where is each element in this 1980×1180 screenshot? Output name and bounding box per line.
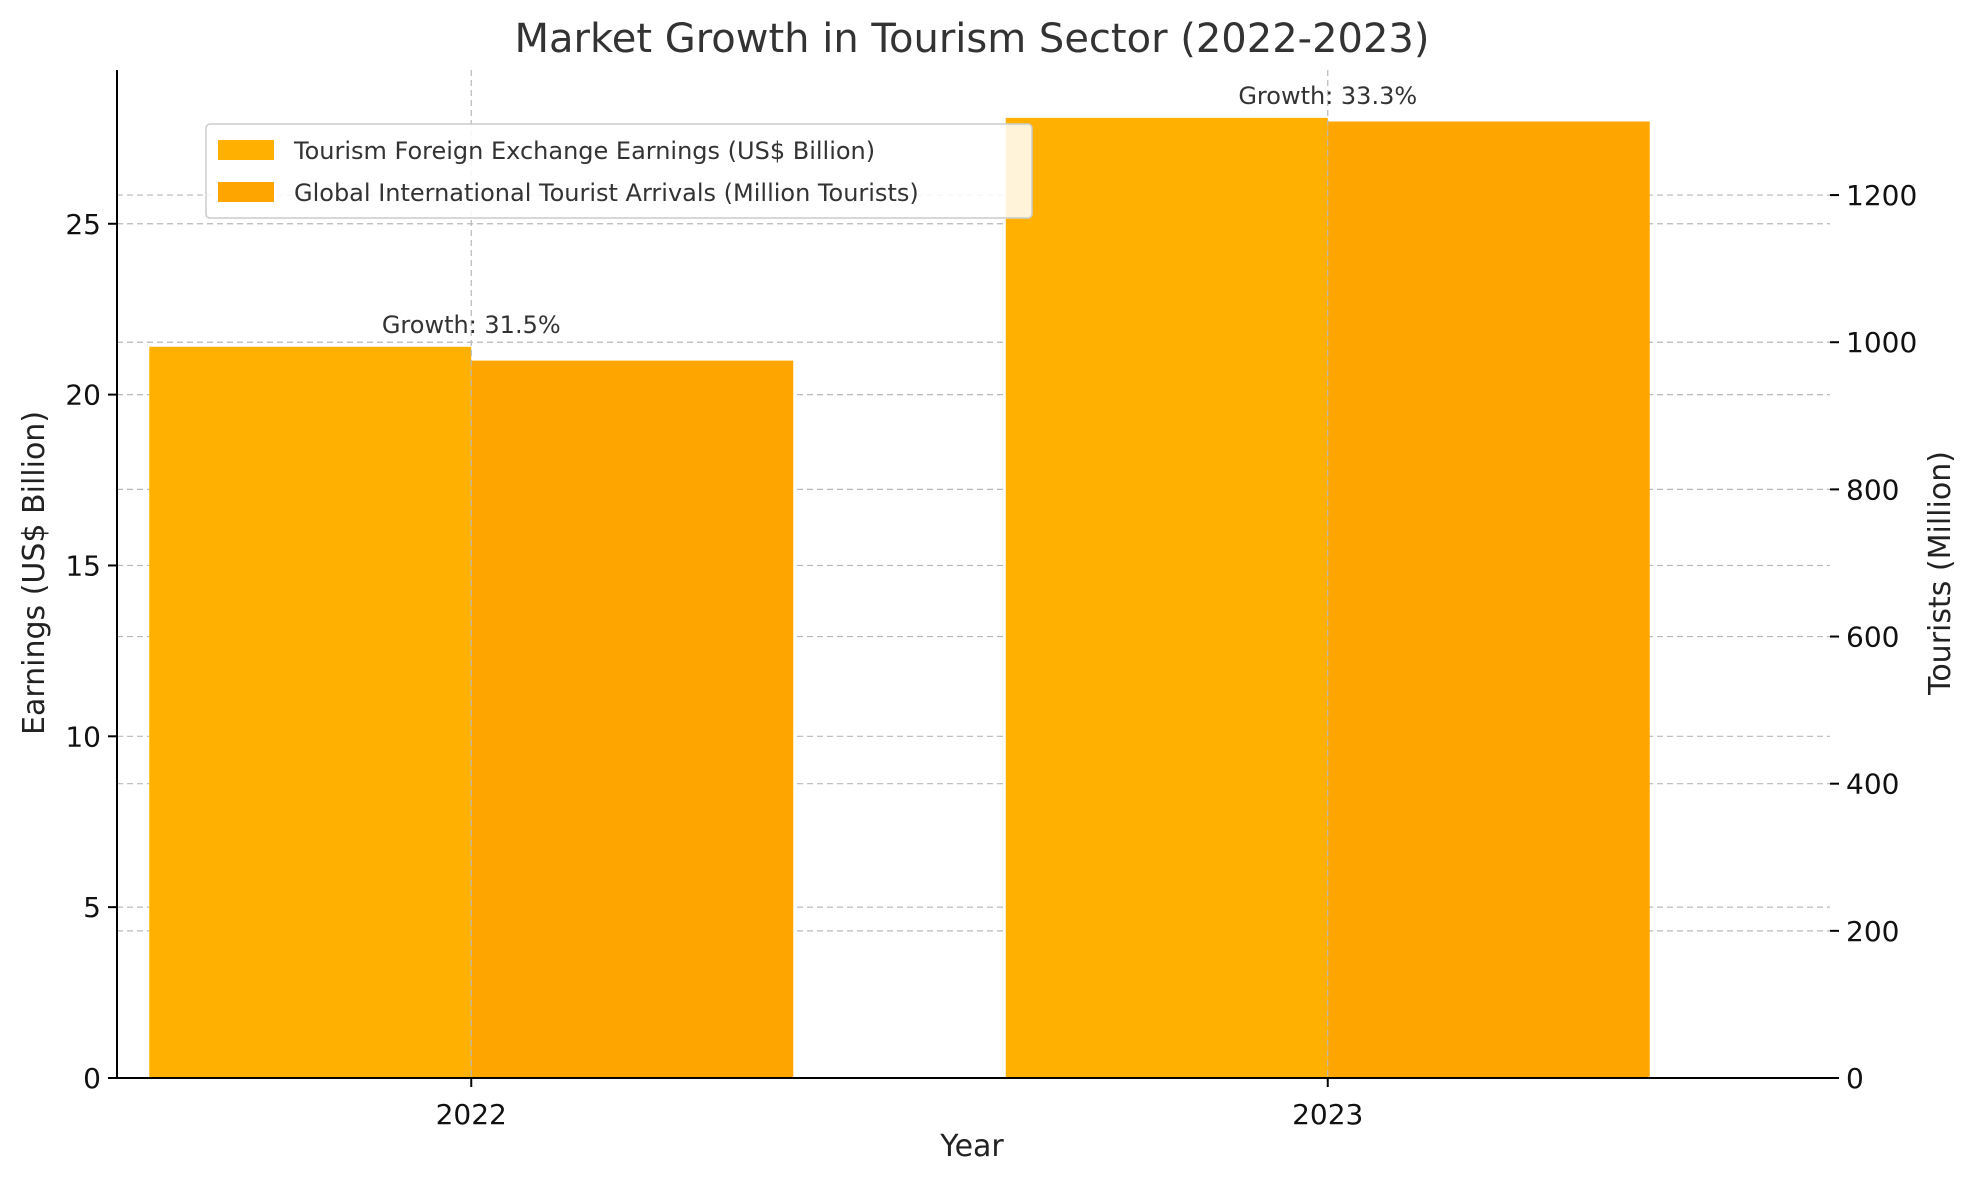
x-tick-label-2023: 2023 [1292,1098,1363,1131]
legend: Tourism Foreign Exchange Earnings (US$ B… [205,123,1033,219]
bar-arrivals-2023 [1327,121,1650,1078]
legend-swatch-1 [218,182,274,202]
right-y-axis-label: Tourists (Million) [1923,451,1958,696]
right-tick-label-0: 0 [1846,1062,1864,1095]
bar-earnings-2022 [149,346,472,1078]
growth-annotation-2023: Growth: 33.3% [1238,82,1417,110]
vertical-gridlines [470,70,1329,1078]
right-axis-ticks: 0 200 400 600 800 1000 1200 [1830,179,1917,1095]
bar-arrivals-2022 [471,360,794,1078]
bars [149,117,1650,1079]
bar-earnings-2023 [1005,117,1328,1079]
x-axis-label: Year [939,1129,1004,1164]
left-tick-label-5: 25 [65,208,101,241]
axes [116,70,1830,1079]
x-axis-ticks: 2022 2023 [436,1078,1363,1131]
legend-label-0: Tourism Foreign Exchange Earnings (US$ B… [293,137,875,165]
chart-title: Market Growth in Tourism Sector (2022-20… [515,16,1430,62]
legend-box [205,123,1033,219]
left-tick-label-1: 5 [83,891,101,924]
right-tick-label-2: 400 [1846,768,1899,801]
right-tick-label-3: 600 [1846,621,1899,654]
growth-annotation-2022: Growth: 31.5% [382,311,561,339]
right-tick-label-5: 1000 [1846,326,1917,359]
x-tick-label-2022: 2022 [436,1098,507,1131]
legend-label-1: Global International Tourist Arrivals (M… [294,179,919,207]
growth-annotations: Growth: 31.5% Growth: 33.3% [382,82,1417,339]
left-tick-label-4: 20 [65,379,101,412]
right-tick-label-1: 200 [1846,915,1899,948]
left-axis-ticks: 0 5 10 15 20 25 [65,208,117,1095]
legend-swatch-0 [218,140,274,160]
right-tick-label-6: 1200 [1846,179,1917,212]
left-tick-label-0: 0 [83,1062,101,1095]
left-tick-label-3: 15 [65,549,101,582]
left-y-axis-label: Earnings (US$ Billion) [17,411,52,735]
right-tick-label-4: 800 [1846,473,1899,506]
left-tick-label-2: 10 [65,720,101,753]
